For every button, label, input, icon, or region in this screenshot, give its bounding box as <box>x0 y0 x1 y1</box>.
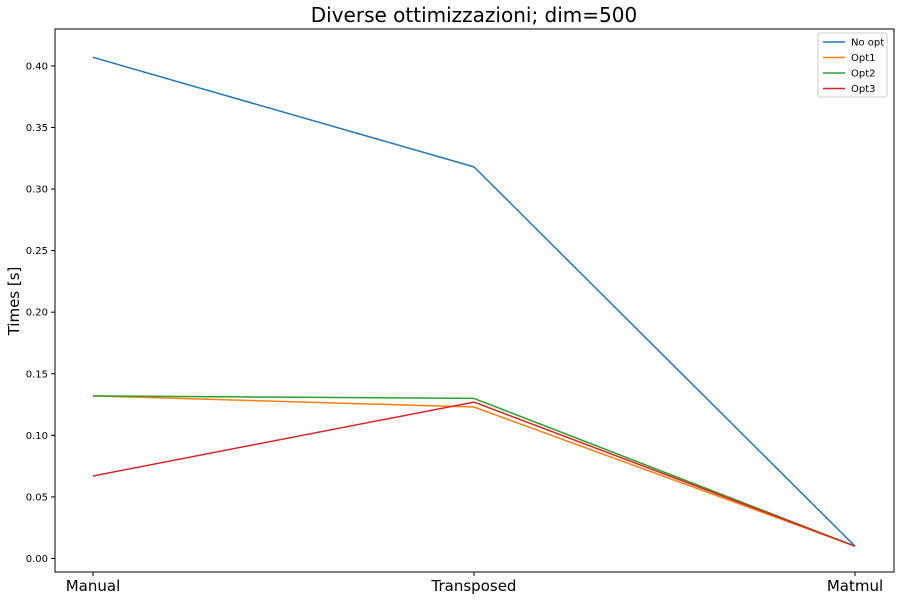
series-line-no-opt <box>92 56 856 547</box>
y-tick-label: 0.05 <box>26 492 48 503</box>
x-tick-label: Matmul <box>827 577 883 595</box>
legend: No opt Opt1 Opt2 Opt3 <box>817 32 888 98</box>
y-tick-label: 0.25 <box>26 246 48 257</box>
series-line-opt2 <box>92 395 856 547</box>
legend-box <box>817 32 888 98</box>
x-tick-label: Manual <box>66 577 121 595</box>
series-lines <box>92 56 856 547</box>
legend-label: Opt2 <box>851 69 876 80</box>
y-tick-label: 0.40 <box>26 61 48 72</box>
x-tick-label: Transposed <box>431 577 517 595</box>
y-tick-label: 0.20 <box>26 308 48 319</box>
series-line-opt3 <box>92 401 856 547</box>
legend-label: No opt <box>851 38 884 49</box>
legend-label: Opt3 <box>851 84 876 95</box>
plot-frame <box>54 28 895 573</box>
legend-label: Opt1 <box>851 53 876 64</box>
y-tick-label: 0.35 <box>26 123 48 134</box>
chart-title: Diverse ottimizzazioni; dim=500 <box>311 3 637 27</box>
y-tick-label: 0.00 <box>26 554 48 565</box>
series-line-opt1 <box>92 395 856 547</box>
x-axis: Manual Transposed Matmul <box>66 572 883 595</box>
y-tick-label: 0.10 <box>26 431 48 442</box>
y-axis-label: Times [s] <box>5 267 23 337</box>
y-tick-label: 0.30 <box>26 185 48 196</box>
y-axis: 0.00 0.05 0.10 0.15 0.20 0.25 0.30 0.35 0.40 <box>26 61 55 565</box>
y-tick-label: 0.15 <box>26 369 48 380</box>
